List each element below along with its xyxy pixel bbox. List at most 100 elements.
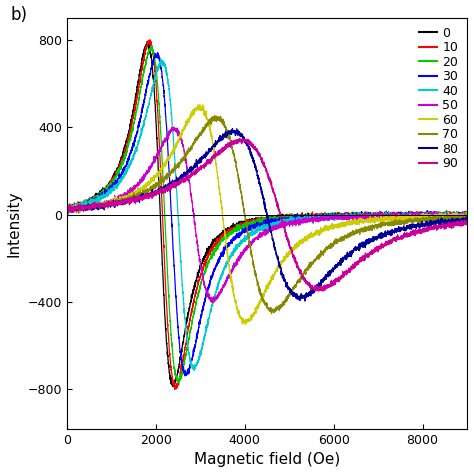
30: [218, 252, 223, 257]
Line: 10: 10: [67, 40, 467, 390]
70: [413, 218, 419, 224]
60: [197, 101, 202, 107]
Line: 90: 90: [67, 139, 467, 291]
Line: 30: 30: [67, 53, 467, 376]
60: [413, 218, 419, 223]
90: [235, 137, 240, 143]
70: [64, 210, 70, 216]
20: [413, 214, 419, 219]
10: [147, 37, 153, 43]
0: [133, 91, 139, 96]
X-axis label: Magnetic field (Oe): Magnetic field (Oe): [194, 452, 340, 467]
0: [413, 210, 419, 216]
30: [133, 133, 139, 138]
Text: b): b): [11, 6, 28, 24]
60: [235, 308, 241, 313]
90: [316, 288, 322, 294]
20: [218, 238, 223, 244]
40: [218, 273, 223, 279]
Line: 0: 0: [67, 41, 467, 387]
30: [464, 214, 470, 219]
20: [64, 206, 70, 212]
80: [464, 216, 470, 221]
50: [464, 214, 470, 220]
0: [456, 212, 462, 218]
90: [109, 201, 115, 207]
50: [64, 209, 70, 214]
20: [456, 213, 462, 219]
20: [235, 228, 241, 233]
Y-axis label: Intensity: Intensity: [7, 190, 22, 256]
0: [171, 384, 176, 390]
20: [175, 380, 181, 385]
40: [109, 186, 115, 192]
Line: 40: 40: [67, 60, 467, 371]
0: [109, 174, 115, 180]
Line: 20: 20: [67, 46, 467, 383]
80: [302, 298, 308, 304]
80: [109, 200, 115, 206]
20: [464, 212, 470, 218]
40: [133, 146, 139, 151]
80: [235, 129, 241, 135]
70: [211, 113, 217, 118]
30: [155, 50, 160, 55]
0: [218, 233, 223, 239]
10: [464, 213, 470, 219]
40: [456, 212, 462, 218]
10: [64, 208, 70, 213]
70: [109, 199, 115, 205]
90: [64, 208, 70, 213]
90: [413, 229, 419, 235]
10: [109, 181, 115, 186]
90: [218, 150, 223, 156]
0: [235, 223, 241, 228]
30: [109, 182, 115, 188]
60: [218, 191, 223, 197]
70: [456, 214, 462, 220]
0: [145, 38, 150, 44]
60: [456, 214, 462, 219]
10: [235, 224, 241, 229]
50: [171, 124, 177, 130]
0: [464, 213, 470, 219]
80: [413, 224, 419, 229]
50: [109, 198, 115, 204]
70: [235, 171, 241, 176]
60: [464, 214, 470, 220]
Line: 60: 60: [67, 104, 467, 324]
30: [456, 212, 462, 218]
40: [464, 212, 470, 218]
90: [133, 196, 139, 202]
70: [269, 311, 274, 317]
90: [237, 136, 242, 142]
10: [172, 387, 178, 392]
50: [235, 257, 241, 263]
60: [109, 202, 115, 208]
10: [218, 233, 223, 238]
10: [456, 212, 462, 218]
20: [133, 109, 139, 115]
60: [243, 321, 248, 327]
10: [133, 100, 139, 106]
80: [218, 135, 223, 140]
Line: 50: 50: [67, 127, 467, 302]
90: [456, 219, 462, 224]
40: [413, 210, 419, 216]
90: [464, 221, 470, 227]
30: [182, 373, 188, 379]
20: [109, 178, 115, 184]
80: [456, 219, 462, 225]
50: [413, 210, 419, 216]
10: [413, 212, 419, 218]
70: [218, 118, 223, 124]
60: [64, 208, 70, 214]
70: [464, 215, 470, 221]
80: [133, 196, 139, 202]
Line: 70: 70: [67, 116, 467, 314]
40: [235, 243, 241, 248]
Legend: 0, 10, 20, 30, 40, 50, 60, 70, 80, 90: 0, 10, 20, 30, 40, 50, 60, 70, 80, 90: [416, 24, 461, 173]
30: [413, 214, 419, 219]
70: [133, 192, 139, 198]
60: [133, 191, 139, 197]
